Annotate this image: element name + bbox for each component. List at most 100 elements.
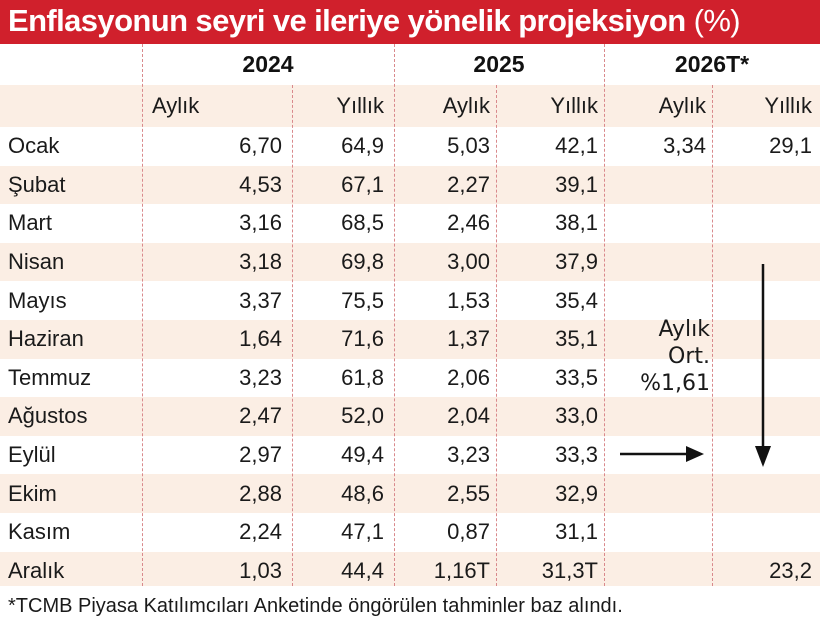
month-label: Haziran: [8, 326, 84, 352]
table-cell: 2,47: [239, 403, 282, 429]
month-label: Nisan: [8, 249, 65, 275]
table-cell: 35,1: [555, 326, 598, 352]
table-cell: 35,4: [555, 287, 598, 313]
table-cell: 75,5: [341, 287, 384, 313]
table-cell: 52,0: [341, 403, 384, 429]
table-cell: 2,04: [447, 403, 490, 429]
column-subheader: Aylık: [658, 93, 706, 118]
table-cell: [604, 166, 712, 205]
table-cell: [712, 474, 820, 513]
table-cell: 31,3T: [541, 557, 598, 583]
table-row: Haziran 1,64 71,6 1,37 35,1: [0, 320, 820, 359]
table-cell: 42,1: [555, 133, 598, 159]
month-label: Ocak: [8, 133, 60, 159]
table-row: Temmuz 3,23 61,8 2,06 33,5: [0, 358, 820, 398]
table-cell: 71,6: [341, 326, 384, 352]
month-label: Eylül: [8, 442, 56, 468]
column-subheader: Yıllık: [550, 93, 598, 118]
table-cell: 1,03: [239, 557, 282, 583]
table-cell: 6,70: [239, 133, 282, 159]
year-divider: [604, 44, 605, 586]
table-cell: 1,37: [447, 326, 490, 352]
table-cell: 0,87: [447, 519, 490, 545]
column-subheader: Aylık: [152, 93, 200, 118]
table-cell: 1,64: [239, 326, 282, 352]
table-cell: [604, 552, 712, 591]
table-cell: 3,18: [239, 249, 282, 275]
chart-title: Enflasyonun seyri ve ileriye yönelik pro…: [8, 3, 741, 39]
table-cell: [712, 359, 820, 398]
footnote: *TCMB Piyasa Katılımcıları Anketinde öng…: [8, 595, 623, 617]
table-cell: 29,1: [769, 133, 812, 159]
table-cell: 48,6: [341, 480, 384, 506]
year-header: 2025: [473, 51, 525, 77]
year-header: 2026T*: [674, 51, 750, 77]
annotation-line-2: Ort.: [668, 344, 710, 369]
table-cell: 37,9: [555, 249, 598, 275]
column-subheader: Yıllık: [764, 93, 812, 118]
table-row: Mart 3,16 68,5 2,46 38,1: [0, 204, 820, 243]
table-row: Ekim 2,88 48,6 2,55 32,9: [0, 474, 820, 513]
table-row: Nisan 3,18 69,8 3,00 37,9: [0, 242, 820, 282]
table-row: Ocak 6,70 64,9 5,03 42,1 3,34 29,1: [0, 127, 820, 166]
table-cell: 23,2: [769, 557, 812, 583]
month-label: Ağustos: [8, 403, 88, 429]
column-subheader: Yıllık: [336, 93, 384, 118]
table-cell: 31,1: [555, 519, 598, 545]
table-cell: 3,37: [239, 287, 282, 313]
table-cell: 61,8: [341, 364, 384, 390]
month-label: Ekim: [8, 480, 57, 506]
column-divider: [712, 85, 713, 586]
table-cell: 2,88: [239, 480, 282, 506]
table-cell: 3,34: [663, 133, 706, 159]
table-cell: 68,5: [341, 210, 384, 236]
table-cell: [604, 436, 712, 475]
table-cell: 3,23: [447, 442, 490, 468]
table-cell: 33,0: [555, 403, 598, 429]
table-cell: [604, 474, 712, 513]
table-cell: 2,24: [239, 519, 282, 545]
table-cell: 3,16: [239, 210, 282, 236]
month-label: Mayıs: [8, 287, 67, 313]
month-label: Şubat: [8, 171, 66, 197]
column-divider: [292, 85, 293, 586]
month-label: Kasım: [8, 519, 71, 545]
table-cell: [712, 513, 820, 552]
table-cell: 3,23: [239, 364, 282, 390]
table-cell: 38,1: [555, 210, 598, 236]
table-cell: [712, 166, 820, 205]
table-cell: [712, 204, 820, 243]
table-cell: 2,97: [239, 442, 282, 468]
table-cell: 1,16T: [433, 557, 490, 583]
month-label: Aralık: [8, 557, 65, 583]
table-cell: 39,1: [555, 171, 598, 197]
annotation-line-3: %1,61: [640, 371, 710, 396]
footer: *TCMB Piyasa Katılımcıları Anketinde öng…: [0, 586, 820, 627]
table-cell: 32,9: [555, 480, 598, 506]
title-bar: Enflasyonun seyri ve ileriye yönelik pro…: [0, 0, 820, 44]
table-row: Mayıs 3,37 75,5 1,53 35,4: [0, 281, 820, 320]
table-cell: [604, 204, 712, 243]
table-row: Aralık 1,03 44,4 1,16T 31,3T 23,2: [0, 551, 820, 591]
table-cell: 49,4: [341, 442, 384, 468]
month-label: Mart: [8, 210, 52, 236]
table-row: Kasım 2,24 47,1 0,87 31,1: [0, 513, 820, 552]
table-row: Şubat 4,53 67,1 2,27 39,1: [0, 165, 820, 205]
table-cell: 1,53: [447, 287, 490, 313]
table-cell: 2,27: [447, 171, 490, 197]
table-cell: [712, 436, 820, 475]
table-cell: [604, 513, 712, 552]
year-header: 2024: [242, 51, 294, 77]
year-divider: [394, 44, 395, 586]
year-divider: [142, 44, 143, 586]
column-subheader: Aylık: [442, 93, 490, 118]
table-cell: 67,1: [341, 171, 384, 197]
table-cell: 2,46: [447, 210, 490, 236]
table-cell: 4,53: [239, 171, 282, 197]
column-divider: [496, 85, 497, 586]
table-cell: [604, 243, 712, 282]
table-cell: [712, 397, 820, 436]
table-cell: 3,00: [447, 249, 490, 275]
table-cell: [712, 320, 820, 359]
table-cell: 64,9: [341, 133, 384, 159]
